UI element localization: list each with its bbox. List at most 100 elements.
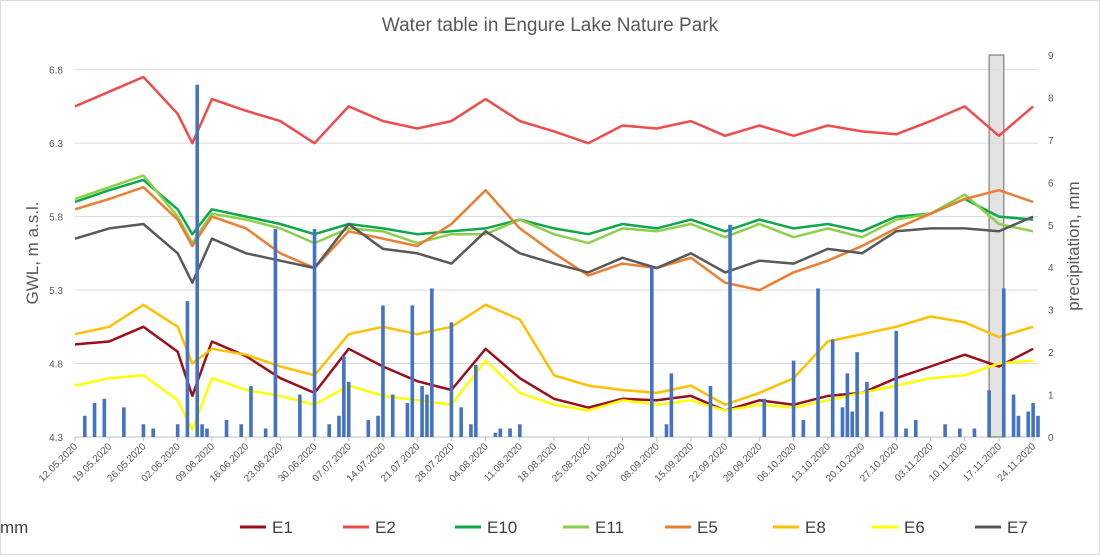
series-line-e10: [74, 178, 1034, 236]
y-tick-label: 5.3: [49, 286, 63, 297]
precip-bar: [249, 386, 253, 437]
legend-label-e11: E11: [595, 518, 624, 537]
y2-tick-label: 6: [1048, 178, 1054, 189]
precip-bar: [425, 394, 429, 437]
precip-bar: [894, 330, 899, 437]
precip-bar: [708, 386, 713, 437]
precip-bar: [175, 424, 180, 437]
precip-bar: [342, 356, 346, 437]
series-line-e7: [74, 215, 1034, 284]
precip-bar: [449, 322, 454, 437]
y-axis-ticks: 4.3 4.8 5.3 5.8 6.3 6.8: [49, 66, 63, 444]
y2-axis-ticks: 0 1 2 3 4 5 6 7 8 9: [1048, 51, 1054, 444]
legend-label-e2: E2: [375, 518, 396, 537]
precip-bar: [390, 394, 395, 437]
precip-bar: [376, 415, 380, 437]
precip-bar: [185, 301, 190, 437]
precip-bar: [987, 390, 991, 437]
precip-bar: [205, 428, 209, 437]
y-axis-title: GWL, m a.s.l.: [23, 202, 42, 305]
precip-bar: [669, 373, 674, 437]
legend-label-e10: E10: [487, 518, 517, 537]
precip-bar: [151, 428, 156, 437]
precip-bar: [1016, 415, 1021, 437]
series-line-e5: [74, 185, 1034, 292]
precip-bar: [141, 424, 146, 437]
precip-bar: [913, 420, 918, 437]
y2-tick-label: 3: [1048, 306, 1054, 317]
precip-bar: [469, 424, 473, 437]
precip-bar: [381, 305, 385, 437]
precip-bar: [830, 339, 835, 437]
precip-bar: [102, 398, 107, 437]
precip-bar: [728, 224, 732, 437]
precip-bar: [420, 386, 424, 437]
series-line-e2: [74, 75, 1034, 145]
precip-bar: [405, 403, 410, 437]
precip-bar: [850, 411, 855, 437]
y2-tick-label: 2: [1048, 348, 1054, 359]
precipitation-bars: [82, 84, 1040, 437]
precip-bar: [366, 420, 371, 437]
series-line-e11: [74, 174, 1034, 245]
precip-bar: [273, 229, 278, 437]
chart-title: Water table in Engure Lake Nature Park: [382, 15, 719, 36]
precip-bar: [1011, 394, 1016, 437]
precip-bar: [298, 394, 302, 437]
precip-bar: [1001, 288, 1006, 437]
precip-bar: [879, 411, 884, 437]
precip-bar: [904, 428, 908, 437]
precip-bar: [855, 352, 859, 437]
precip-bar: [498, 428, 503, 437]
y-tick-label: 6.3: [49, 139, 63, 150]
precip-bar: [122, 407, 126, 437]
precip-bar: [865, 381, 869, 437]
y-tick-label: 6.8: [49, 66, 63, 77]
precip-bar: [1036, 415, 1040, 437]
precip-bar: [664, 424, 669, 437]
precip-bar: [327, 424, 331, 437]
series-line-e6: [74, 359, 1034, 431]
precip-bar: [1026, 411, 1031, 437]
precip-bar: [459, 407, 463, 437]
legend-label-e6: E6: [904, 518, 925, 537]
precip-bar: [474, 364, 478, 437]
series-lines: [74, 75, 1034, 431]
precip-bar: [957, 428, 962, 437]
legend-label-e1: E1: [272, 518, 293, 537]
precip-bar: [195, 84, 200, 437]
y2-tick-label: 7: [1048, 136, 1054, 147]
precip-bar: [801, 420, 806, 437]
y-tick-label: 4.3: [49, 433, 63, 444]
precip-bar: [410, 305, 415, 437]
precip-bar: [82, 415, 87, 437]
precip-bar: [92, 403, 97, 437]
precip-bar: [518, 424, 522, 437]
precip-bar: [508, 428, 512, 437]
precip-bar: [493, 432, 498, 437]
precip-bar: [1031, 403, 1035, 437]
highlight-band: [988, 54, 1005, 438]
precip-bar: [845, 373, 850, 437]
precip-bar: [816, 288, 820, 437]
highlight-band-group: [988, 54, 1005, 438]
legend-label-e5: E5: [697, 518, 718, 537]
precip-bar: [239, 424, 244, 437]
legend: E1 E2 E10 E11 E5 E8 E6 E7 mm: [0, 518, 1028, 537]
y-tick-label: 5.8: [49, 213, 63, 224]
precip-bar: [224, 420, 229, 437]
y2-tick-label: 9: [1048, 51, 1054, 62]
y2-axis-title: precipitation, mm: [1064, 181, 1083, 310]
precip-bar: [791, 360, 796, 437]
y2-tick-label: 4: [1048, 263, 1054, 274]
y2-tick-label: 8: [1048, 93, 1054, 104]
precip-bar: [200, 424, 204, 437]
precip-bar: [972, 428, 977, 437]
legend-label-e8: E8: [805, 518, 826, 537]
precip-bar: [337, 415, 341, 437]
legend-label-mm: mm: [0, 518, 28, 537]
y2-tick-label: 0: [1048, 433, 1054, 444]
series-line-e8: [74, 303, 1034, 406]
precip-bar: [840, 407, 845, 437]
